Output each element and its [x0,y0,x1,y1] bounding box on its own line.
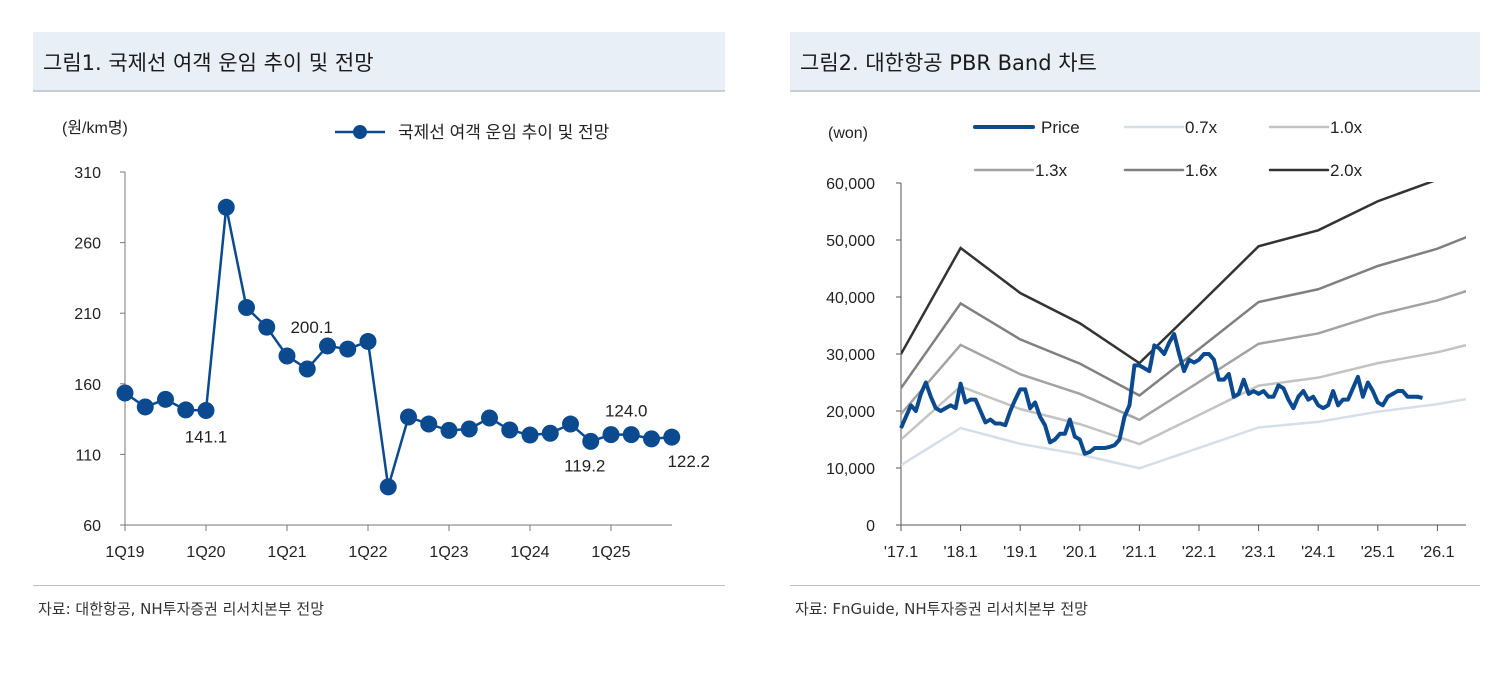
chart2-header: 그림2. 대한항공 PBR Band 차트 [790,32,1480,92]
c1-data-point [541,424,559,442]
c1-x-tick-label: 1Q20 [186,544,225,561]
c1-data-point [481,409,498,427]
c1-data-point [116,384,134,402]
c1-data-point [177,401,195,419]
c2-x-tick-label: '20.1 [1063,544,1097,561]
c1-data-point [663,428,681,446]
c2-band-1-0x [901,343,1466,446]
c1-series-line [124,207,672,488]
c2-legend-label: Price [1041,118,1080,137]
c1-data-label: 122.2 [667,452,710,471]
c2-legend-label: 1.3x [1035,161,1068,180]
chart1-source: 자료: 대한항공, NH투자증권 리서치본부 전망 [38,600,324,618]
c1-data-point [136,398,154,416]
c2-band-1-6x [901,235,1466,397]
c2-x-tick-label: '25.1 [1361,544,1395,561]
c2-x-tick-label: '24.1 [1301,544,1335,561]
c1-x-tick-label: 1Q22 [348,544,387,561]
chart2-title: 그림2. 대한항공 PBR Band 차트 [800,51,1097,75]
c2-y-tick-label: 50,000 [826,233,875,250]
c1-data-point [521,426,539,444]
c1-data-point [339,340,357,358]
c1-data-point [298,360,316,378]
c1-data-point [319,337,336,355]
c1-data-point [622,426,640,444]
chart1-title: 그림1. 국제선 여객 운임 추이 및 전망 [43,51,374,75]
c1-data-point [582,432,600,450]
c1-y-tick-label: 160 [74,377,101,394]
c1-data-point [643,430,660,448]
c1-data-point [400,408,417,426]
c2-x-tick-label: '18.1 [943,544,977,561]
c1-x-tick-label: 1Q23 [429,544,468,561]
c1-data-point [501,421,519,439]
c1-x-tick-label: 1Q19 [105,544,144,561]
c1-data-point [440,421,458,439]
c1-y-tick-label: 110 [75,447,101,464]
c1-data-point [278,347,296,365]
c1-data-point [562,415,579,433]
c1-unit-label: (원/km명) [62,119,128,137]
c2-y-tick-label: 60,000 [826,176,875,193]
c2-x-tick-label: '19.1 [1003,544,1037,561]
c2-y-tick-label: 40,000 [826,290,875,307]
c2-x-tick-label: '26.1 [1420,544,1454,561]
c1-x-tick-label: 1Q24 [510,544,549,561]
c2-band-1-3x [901,289,1466,422]
c1-data-point [217,198,235,216]
chart1-divider [33,585,725,586]
c2-price-line [899,332,1423,456]
c1-data-point [258,318,276,336]
c1-data-label: 124.0 [605,402,648,421]
c1-data-label: 141.1 [185,427,228,446]
c2-y-tick-label: 0 [866,518,875,535]
c2-y-tick-label: 30,000 [826,347,875,364]
c1-data-point [359,332,377,350]
c1-data-point [157,390,174,408]
c1-data-label: 200.1 [290,318,333,337]
c1-legend-label: 국제선 여객 운임 추이 및 전망 [398,123,610,142]
c2-unit-label: (won) [828,125,868,142]
c2-x-tick-label: '22.1 [1182,544,1216,561]
c2-x-tick-label: '23.1 [1241,544,1275,561]
c2-legend-label: 2.0x [1330,161,1363,180]
c2-legend-label: 0.7x [1185,118,1218,137]
c2-band-2-0x [901,182,1435,365]
c2-y-tick-label: 20,000 [826,404,875,421]
c2-y-tick-label: 10,000 [826,461,875,478]
c1-x-tick-label: 1Q25 [591,544,630,561]
c2-band-0-7x [901,397,1466,470]
c2-legend-label: 1.0x [1330,118,1363,137]
c1-x-tick-label: 1Q21 [267,544,306,561]
c1-data-point [238,299,255,317]
c1-y-tick-label: 60 [83,518,101,535]
c1-data-label: 119.2 [564,456,605,475]
c1-y-tick-label: 210 [74,306,101,323]
c1-y-tick-label: 310 [74,165,101,182]
c1-data-point [602,426,620,444]
chart2-divider [790,585,1480,586]
chart1-header: 그림1. 국제선 여객 운임 추이 및 전망 [33,32,725,92]
c2-x-tick-label: '17.1 [884,544,918,561]
c2-legend-label: 1.6x [1185,161,1218,180]
c1-y-tick-label: 260 [74,236,101,253]
c1-data-point [197,401,215,419]
c2-x-tick-label: '21.1 [1122,544,1156,561]
c1-data-point [379,478,397,496]
c1-data-point [420,415,438,433]
c1-data-point [460,420,478,438]
chart2-source: 자료: FnGuide, NH투자증권 리서치본부 전망 [795,600,1088,618]
c1-legend-marker [353,125,367,139]
